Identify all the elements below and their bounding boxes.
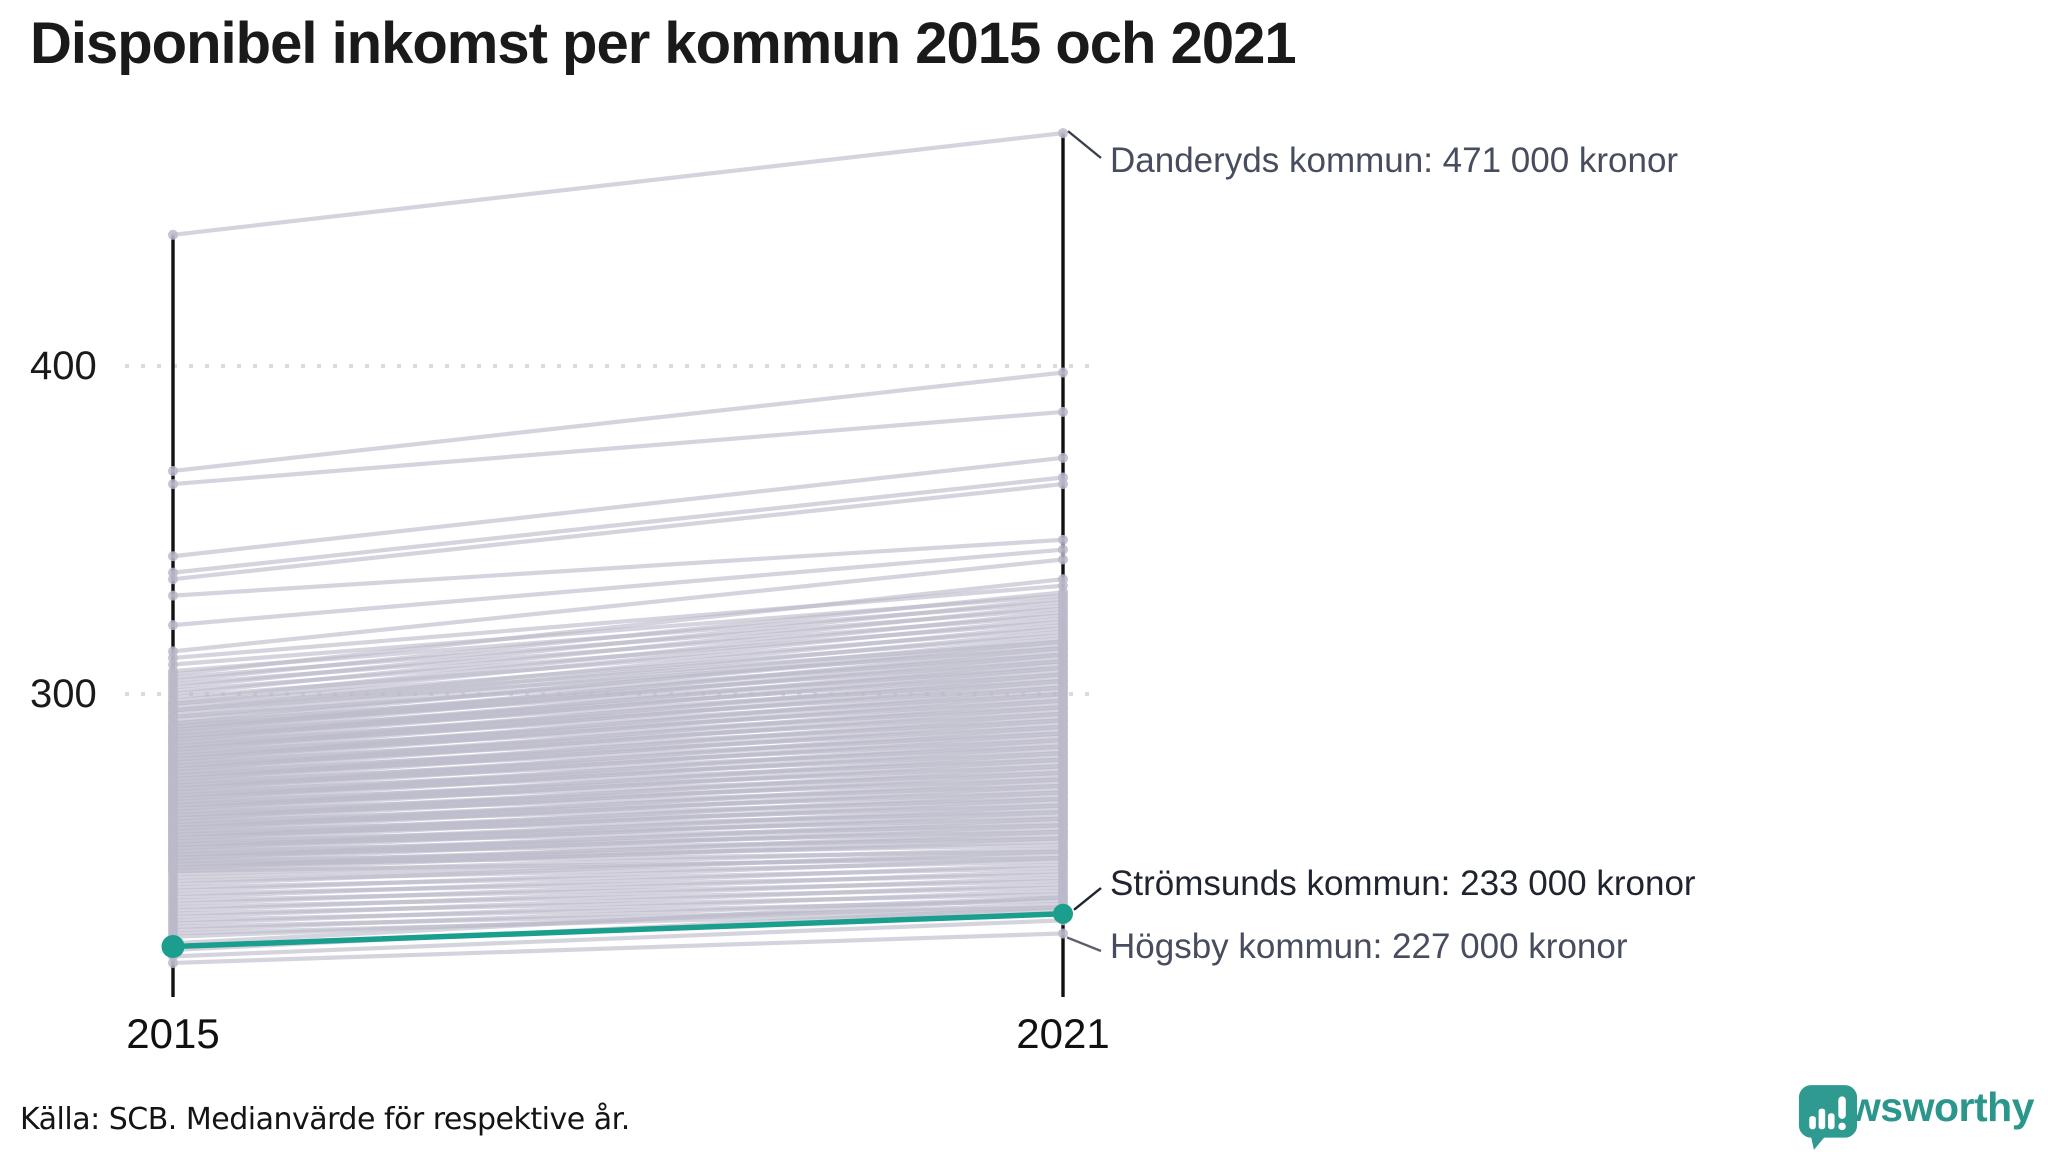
y-axis-label-400: 400 [30,344,97,388]
annotation-stromsund: Strömsunds kommun: 233 000 kronor [1110,864,1696,903]
newsworthy-speech-bubble-bar-chart-icon [1798,1085,1857,1150]
source-note: Källa: SCB. Medianvärde för respektive å… [20,1102,630,1137]
annotation-hogsby: Högsby kommun: 227 000 kronor [1110,927,1628,966]
annotation-danderyd: Danderyds kommun: 471 000 kronor [1110,141,1679,180]
newsworthy-logo: Newsworthy [1798,1084,2034,1150]
x-axis-label-2021: 2021 [1016,1010,1110,1057]
y-axis-label-300: 300 [30,672,97,716]
chart-title: Disponibel inkomst per kommun 2015 och 2… [30,11,1297,76]
x-axis-label-2015: 2015 [126,1010,220,1057]
